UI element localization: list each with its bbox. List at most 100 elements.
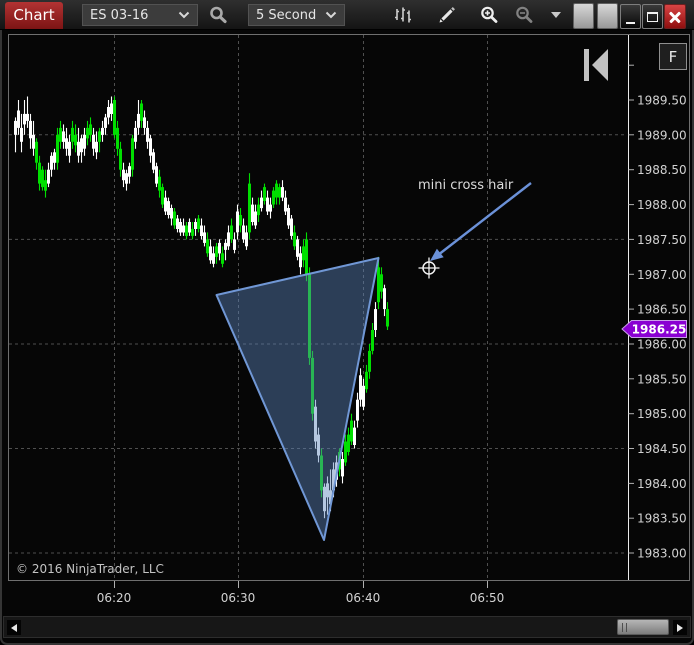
fixed-scale-button[interactable]: F: [659, 43, 687, 70]
chart-tab[interactable]: Chart: [5, 2, 63, 29]
zoom-out-button[interactable]: [508, 3, 540, 27]
ohlc-bar-body: [212, 253, 215, 264]
price-tick-label: 1988.50: [637, 163, 687, 177]
ohlc-bar-body: [278, 187, 281, 198]
ohlc-bar-body: [53, 152, 56, 163]
ohlc-bar-body: [287, 208, 290, 226]
price-tick-label: 1989.00: [637, 128, 687, 142]
ohlc-bar-body: [365, 371, 368, 390]
horizontal-scrollbar[interactable]: [3, 616, 691, 638]
ohlc-bar-body: [194, 222, 197, 229]
ohlc-bar-body: [128, 166, 131, 177]
mini-crosshair-icon: [418, 257, 440, 279]
annotation-arrow-icon[interactable]: [439, 182, 532, 255]
ohlc-bar-body: [230, 225, 233, 240]
minimize-button[interactable]: [620, 4, 641, 29]
ohlc-bar-body: [377, 267, 380, 303]
ohlc-bar-body: [191, 228, 194, 236]
ohlc-bar-body: [326, 483, 329, 498]
toolbar-blank-button-2[interactable]: [597, 3, 618, 29]
ohlc-bar-body: [272, 190, 275, 205]
ohlc-bar-body: [368, 350, 371, 372]
annotation-group[interactable]: mini cross hair: [418, 178, 532, 261]
ohlc-bar-body: [134, 127, 137, 142]
zoom-out-icon: [516, 6, 533, 23]
ohlc-bar-body: [146, 127, 149, 142]
price-tick-label: 1985.00: [637, 407, 687, 421]
close-button[interactable]: [664, 4, 686, 29]
interval-dropdown[interactable]: 5 Second: [248, 4, 345, 26]
scroll-left-button[interactable]: [7, 620, 21, 635]
ohlc-bar-body: [137, 113, 140, 128]
ohlc-bar-body: [236, 211, 239, 233]
ohlc-bar-body: [155, 166, 158, 184]
instrument-value: ES 03-16: [90, 7, 149, 23]
scroll-right-button[interactable]: [673, 620, 687, 635]
time-tick-label: 06:50: [470, 591, 505, 605]
ohlc-bar-body: [200, 225, 203, 236]
ohlc-bar-body: [71, 127, 74, 142]
price-tick-label: 1984.50: [637, 442, 687, 456]
ohlc-bar-body: [188, 222, 191, 233]
ohlc-bar-body: [239, 215, 242, 226]
ohlc-bar-body: [215, 246, 218, 257]
toolbar-dropdown-chevron-icon[interactable]: [551, 12, 561, 18]
jump-to-last-bar-icon[interactable]: [584, 49, 608, 81]
ohlc-bar-body: [221, 253, 224, 264]
ohlc-bar-body: [251, 204, 254, 222]
price-tick-label: 1988.00: [637, 198, 687, 212]
ohlc-bar-body: [116, 127, 119, 149]
instrument-search-button[interactable]: [202, 3, 234, 27]
interval-value: 5 Second: [256, 7, 317, 23]
ohlc-bar-body: [56, 134, 59, 163]
ohlc-bar-body: [380, 274, 383, 292]
ohlc-bar-body: [320, 455, 323, 491]
ohlc-bar-body: [107, 107, 110, 118]
ohlc-bar-body: [65, 138, 68, 149]
triangle-drawing[interactable]: [215, 257, 380, 541]
ohlc-bar-body: [242, 225, 245, 240]
annotation-text[interactable]: mini cross hair: [418, 178, 514, 193]
ohlc-bar-body: [80, 138, 83, 153]
ohlc-bar-body: [245, 232, 248, 247]
ohlc-bar-body: [314, 406, 317, 442]
ohlc-bar-body: [257, 204, 260, 216]
ohlc-bar-body: [140, 103, 143, 121]
ohlc-bar-body: [374, 309, 377, 330]
ohlc-bar-body: [50, 155, 53, 170]
price-tick-label: 1986.50: [637, 303, 687, 317]
chart-style-button[interactable]: [387, 3, 419, 27]
ohlc-bar-body: [371, 330, 374, 351]
ohlc-bar-body: [86, 127, 89, 139]
ohlc-bar-body: [209, 246, 212, 261]
ohlc-bar-body: [62, 131, 65, 142]
ohlc-bar-body: [101, 127, 104, 135]
instrument-dropdown[interactable]: ES 03-16: [82, 4, 198, 26]
ohlc-bar-body: [284, 197, 287, 212]
ohlc-bar-body: [92, 134, 95, 149]
time-tick-label: 06:40: [346, 591, 381, 605]
last-price-label: 1986.25: [632, 323, 687, 337]
ohlc-bar-body: [158, 176, 161, 191]
ohlc-bar-body: [323, 486, 326, 512]
scrollbar-thumb[interactable]: [617, 619, 669, 635]
ohlc-bar-body: [98, 131, 101, 142]
ohlc-bar-body: [203, 232, 206, 243]
restore-button[interactable]: [642, 4, 663, 29]
chevron-down-icon: [178, 11, 190, 19]
ohlc-bar-body: [248, 183, 251, 233]
ohlc-bar-body: [254, 211, 257, 226]
minimize-icon: [626, 21, 635, 24]
ohlc-bar-body: [143, 117, 146, 128]
zoom-in-button[interactable]: [473, 3, 505, 27]
chart-canvas[interactable]: 1989.50 1989.00 1988.50 1988.00 1987.50 1987.…: [0, 0, 694, 617]
price-tick-label: 1983.00: [637, 547, 687, 561]
ohlc-bar-body: [95, 141, 98, 153]
close-icon: [669, 11, 681, 23]
draw-tool-button[interactable]: [431, 3, 463, 27]
ohlc-bar-body: [350, 420, 353, 442]
toolbar-blank-button-1[interactable]: [573, 3, 594, 29]
ohlc-bar-body: [224, 242, 227, 250]
ohlc-bar-body: [23, 113, 26, 125]
ohlc-bar-body: [44, 180, 47, 191]
